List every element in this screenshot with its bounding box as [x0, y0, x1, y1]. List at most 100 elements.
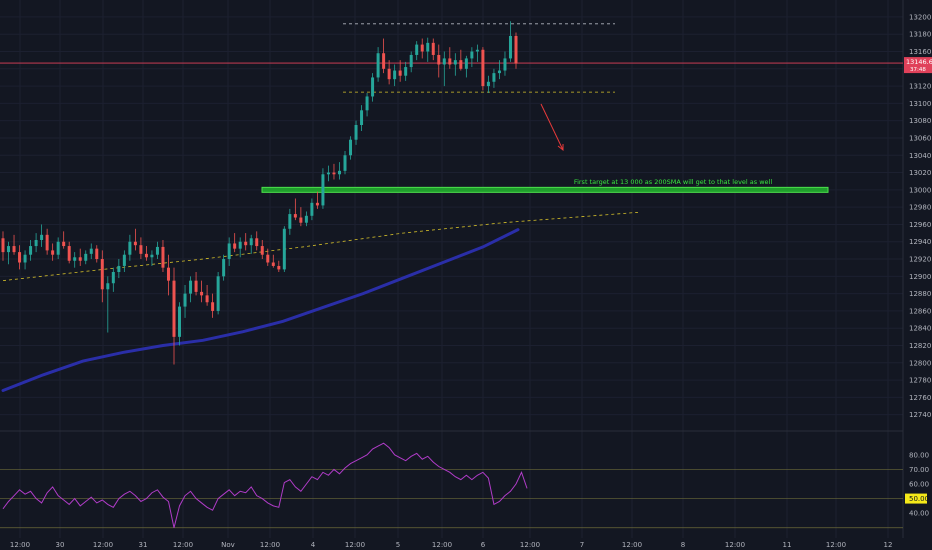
candle-body[interactable] — [293, 214, 297, 218]
candle-body[interactable] — [12, 246, 16, 253]
candle-body[interactable] — [486, 81, 490, 87]
candle-body[interactable] — [354, 125, 358, 140]
candle-body[interactable] — [1, 238, 5, 253]
candle-body[interactable] — [266, 254, 270, 263]
time-tick-label: 12:00 — [10, 541, 30, 549]
candle-body[interactable] — [299, 217, 303, 223]
candle-body[interactable] — [45, 234, 49, 251]
candle-body[interactable] — [205, 295, 209, 303]
candle-body[interactable] — [62, 241, 66, 247]
candle-body[interactable] — [431, 42, 435, 55]
candle-body[interactable] — [78, 257, 82, 261]
candle-body[interactable] — [315, 202, 319, 206]
candle-body[interactable] — [376, 53, 380, 78]
candle-body[interactable] — [111, 272, 115, 284]
candle-body[interactable] — [349, 139, 353, 156]
candle-body[interactable] — [337, 170, 341, 175]
candle-layer[interactable] — [1, 21, 518, 365]
candle-body[interactable] — [211, 302, 215, 311]
candle-body[interactable] — [183, 293, 187, 307]
candle-body[interactable] — [133, 241, 137, 246]
down-arrow-line — [540, 103, 564, 151]
candle-body[interactable] — [371, 77, 375, 97]
candle-body[interactable] — [310, 202, 314, 216]
candle-body[interactable] — [442, 58, 446, 65]
candle-body[interactable] — [23, 254, 27, 263]
candle-body[interactable] — [492, 73, 496, 82]
candle-body[interactable] — [382, 53, 386, 69]
candle-body[interactable] — [7, 246, 11, 253]
candle-body[interactable] — [67, 246, 71, 261]
candle-body[interactable] — [144, 253, 148, 258]
candle-body[interactable] — [404, 67, 408, 76]
candle-body[interactable] — [481, 49, 485, 87]
target-zone[interactable] — [261, 186, 829, 193]
candle-body[interactable] — [464, 58, 468, 69]
candle-body[interactable] — [470, 51, 474, 59]
candle-body[interactable] — [200, 291, 204, 296]
candle-body[interactable] — [95, 248, 99, 260]
candle-body[interactable] — [255, 238, 259, 247]
candle-body[interactable] — [321, 174, 325, 206]
candle-body[interactable] — [393, 70, 397, 80]
candle-body[interactable] — [227, 243, 231, 260]
candle-body[interactable] — [222, 259, 226, 277]
candle-body[interactable] — [475, 49, 479, 52]
candle-body[interactable] — [128, 241, 132, 255]
candle-body[interactable] — [100, 259, 104, 290]
candle-body[interactable] — [216, 276, 220, 311]
candle-body[interactable] — [73, 257, 77, 261]
candle-body[interactable] — [194, 280, 198, 292]
candle-body[interactable] — [459, 60, 463, 69]
candle-body[interactable] — [508, 35, 512, 59]
candle-body[interactable] — [304, 215, 308, 223]
candle-body[interactable] — [84, 253, 88, 261]
candle-body[interactable] — [106, 283, 110, 290]
candle-body[interactable] — [56, 241, 60, 255]
candle-body[interactable] — [271, 262, 275, 266]
candle-body[interactable] — [497, 70, 501, 74]
candle-body[interactable] — [387, 68, 391, 80]
candle-body[interactable] — [122, 254, 126, 266]
candle-body[interactable] — [189, 280, 193, 294]
candle-body[interactable] — [249, 238, 253, 246]
candle-body[interactable] — [365, 96, 369, 111]
candle-body[interactable] — [89, 248, 93, 254]
candle-body[interactable] — [161, 246, 165, 268]
candle-body[interactable] — [18, 252, 22, 263]
candle-body[interactable] — [244, 241, 248, 246]
candle-body[interactable] — [398, 70, 402, 76]
candle-body[interactable] — [178, 306, 182, 337]
candle-body[interactable] — [420, 44, 424, 52]
candle-body[interactable] — [343, 155, 347, 171]
candle-body[interactable] — [34, 240, 38, 247]
candle-body[interactable] — [238, 241, 242, 249]
candle-body[interactable] — [150, 254, 154, 258]
candle-body[interactable] — [288, 214, 292, 229]
candle-body[interactable] — [409, 54, 413, 68]
candle-body[interactable] — [260, 246, 264, 255]
candle-body[interactable] — [172, 280, 176, 337]
candle-body[interactable] — [117, 265, 121, 273]
candle-body[interactable] — [233, 243, 237, 249]
candle-body[interactable] — [29, 246, 33, 255]
candle-body[interactable] — [332, 172, 336, 175]
candle-body[interactable] — [40, 234, 44, 241]
candle-body[interactable] — [360, 110, 364, 126]
candle-body[interactable] — [166, 267, 170, 281]
candle-body[interactable] — [415, 44, 419, 55]
candle-body[interactable] — [277, 265, 281, 270]
candle-body[interactable] — [51, 250, 55, 255]
candle-body[interactable] — [139, 245, 143, 254]
candle-body[interactable] — [155, 246, 159, 255]
candle-body[interactable] — [448, 58, 452, 65]
candle-body[interactable] — [437, 54, 441, 65]
candle-body[interactable] — [503, 58, 507, 71]
candle-body[interactable] — [453, 60, 457, 65]
candle-body[interactable] — [326, 172, 330, 175]
candle-body[interactable] — [514, 35, 518, 64]
candle-body[interactable] — [282, 228, 286, 270]
candle-body[interactable] — [426, 42, 430, 52]
